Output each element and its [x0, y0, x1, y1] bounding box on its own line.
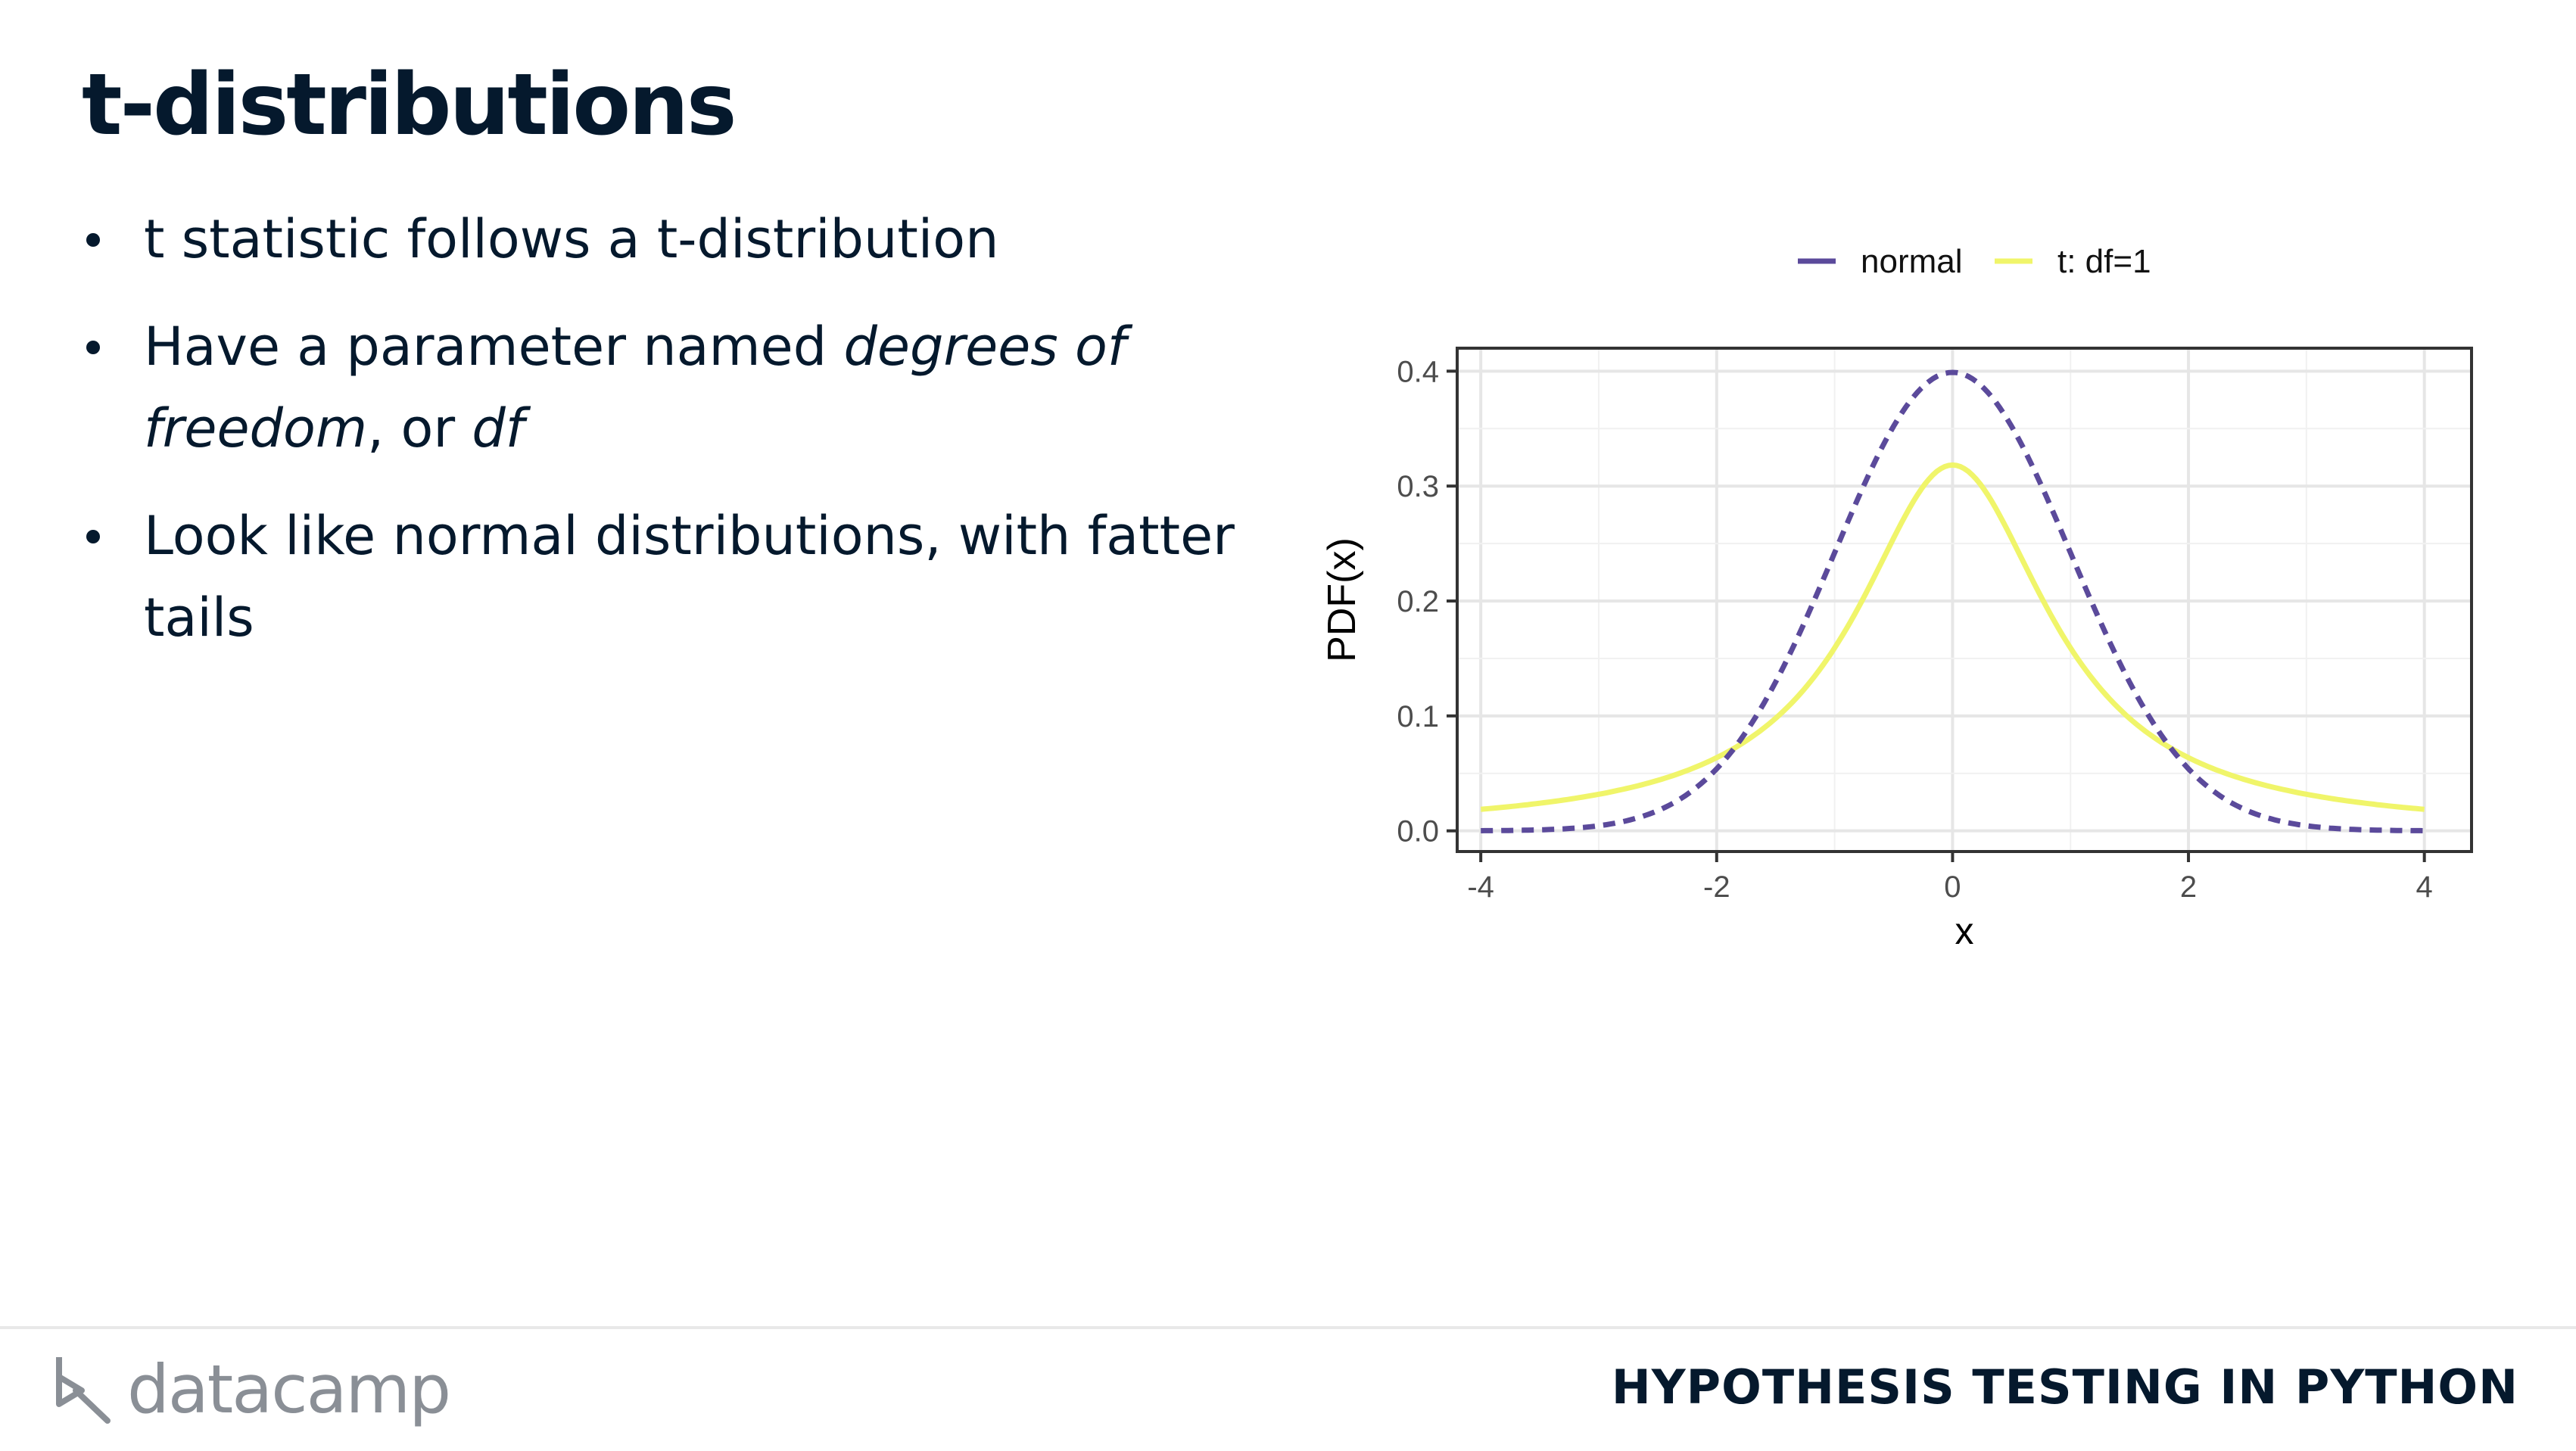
y-tick-label: 0.3 [1397, 470, 1439, 503]
bullet-text: , or [367, 397, 472, 459]
x-tick-label: 0 [1944, 870, 1961, 904]
chart: 0.0 0.1 0.2 0.3 0.4 -4 -2 0 2 4 x PDF(x) normal t: df… [1302, 220, 2513, 976]
y-tick-label: 0.2 [1397, 585, 1439, 618]
pdf-chart: 0.0 0.1 0.2 0.3 0.4 -4 -2 0 2 4 x PDF(x) normal t: df… [1320, 243, 2473, 952]
datacamp-logo: datacamp [53, 1347, 451, 1431]
y-tick-label: 0.0 [1397, 815, 1439, 848]
y-tick-label: 0.1 [1397, 700, 1439, 733]
bullet-item: t statistic follows a t-distribution [82, 198, 1263, 280]
bullet-list: t statistic follows a t-distribution Have… [82, 198, 1263, 684]
bullet-text: t statistic follows a t-distribution [144, 208, 999, 270]
slide-title: t-distributions [82, 56, 737, 154]
x-tick-label: 2 [2180, 870, 2197, 904]
bullet-item: Have a parameter named degrees of freedo… [82, 306, 1263, 469]
brand-name: datacamp [127, 1350, 451, 1428]
legend-label: t: df=1 [2057, 243, 2151, 280]
bullet-text: Look like normal distributions, with fat… [144, 505, 1235, 649]
datacamp-logo-icon [56, 1357, 111, 1424]
x-axis-label: x [1955, 910, 1974, 952]
course-title: HYPOTHESIS TESTING IN PYTHON [1611, 1359, 2518, 1415]
bullet-emphasis: degrees of freedom [144, 316, 1126, 459]
bullet-text: Have a parameter named [144, 316, 844, 378]
y-tick-label: 0.4 [1397, 355, 1439, 388]
bullet-item: Look like normal distributions, with fat… [82, 495, 1263, 659]
legend-label: normal [1861, 243, 1963, 280]
x-tick-label: 4 [2416, 870, 2433, 904]
x-tick-label: -4 [1467, 870, 1494, 904]
footer-divider [0, 1326, 2576, 1329]
x-tick-label: -2 [1703, 870, 1730, 904]
y-axis-label: PDF(x) [1320, 537, 1364, 662]
bullet-emphasis: df [472, 397, 525, 459]
